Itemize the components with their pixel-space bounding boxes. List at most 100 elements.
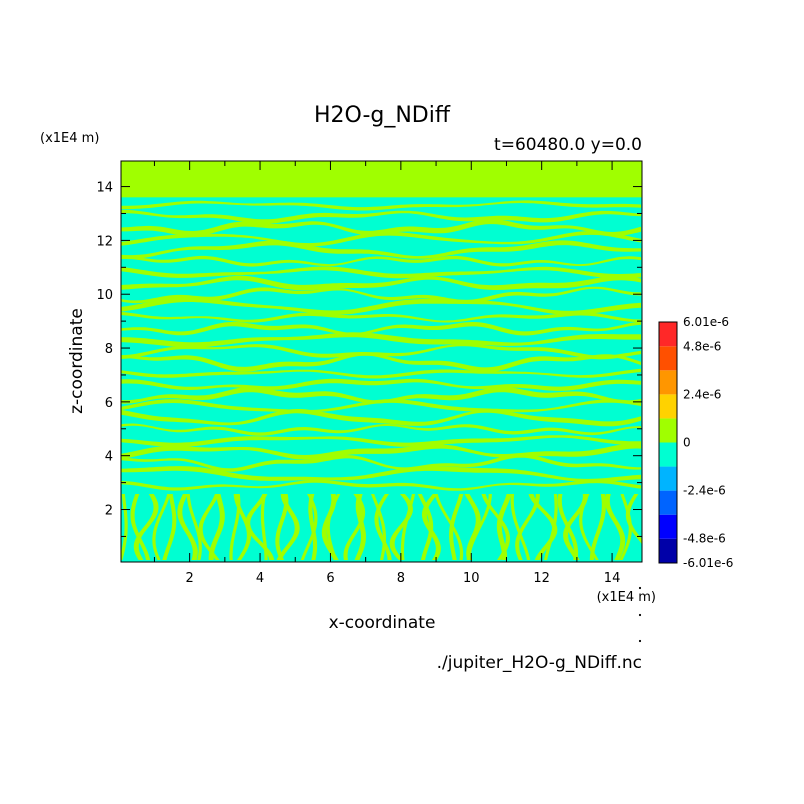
field-stripe (121, 343, 641, 360)
dot (638, 639, 642, 643)
field-stripe (121, 453, 641, 472)
colorbar-label: -2.4e-6 (683, 484, 726, 498)
colorbar-label: -4.8e-6 (683, 532, 726, 546)
colorbar-segment (659, 418, 677, 443)
field-strip (229, 494, 241, 560)
field-strip (130, 494, 151, 560)
field-strip (421, 494, 441, 560)
field-stripe (121, 423, 641, 436)
y-tick-label: 10 (96, 288, 113, 303)
dot (638, 586, 642, 590)
field-strip (208, 494, 225, 560)
field-strip (162, 494, 177, 560)
chart-subtitle: t=60480.0 y=0.0 (494, 135, 642, 155)
colorbar-label: 4.8e-6 (683, 339, 721, 353)
x-tick-label: 8 (397, 571, 405, 586)
chart-title: H2O-g_NDiff (314, 103, 451, 128)
field-stripe (121, 479, 641, 491)
y-tick-label: 8 (105, 342, 113, 357)
colorbar-label: -6.01e-6 (683, 556, 733, 570)
field-strip (308, 494, 318, 560)
dot (638, 613, 642, 617)
colorbar-label: 0 (683, 436, 691, 450)
field-strip (276, 494, 300, 560)
field-strip (389, 494, 413, 560)
field-strip (449, 494, 464, 560)
field-stripe (121, 321, 641, 336)
field-stripe (121, 352, 641, 373)
x-tick-label: 10 (463, 571, 480, 586)
field-strip (177, 494, 198, 560)
field-stripe (121, 386, 641, 404)
colorbar-label: 6.01e-6 (683, 315, 729, 329)
field-stripe (121, 275, 641, 291)
field-strip (464, 494, 481, 560)
y-tick-label: 12 (96, 234, 113, 249)
field-strip (510, 494, 531, 560)
y-tick-label: 14 (96, 181, 113, 196)
field-strip (604, 494, 626, 560)
field-stripe (121, 200, 641, 211)
colorbar-segment (659, 538, 677, 563)
colorbar-segment (659, 394, 677, 419)
x-tick-label: 4 (256, 571, 264, 586)
y-axis: 2 4 6 8 10 12 14 (96, 181, 642, 537)
x-tick-label: 2 (186, 571, 194, 586)
field-strip (321, 494, 339, 560)
field-strip (589, 494, 606, 560)
field-stripe (121, 219, 641, 237)
field-stripe (121, 286, 641, 304)
colorbar-segment (659, 490, 677, 515)
field-strip (434, 494, 464, 560)
y-tick-label: 4 (105, 450, 113, 465)
field-stripe (121, 240, 641, 260)
y-unit-label: (x1E4 m) (40, 131, 99, 146)
colorbar-segment (659, 322, 677, 347)
colorbar: 6.01e-6 4.8e-6 2.4e-6 0 -2.4e-6 -4.8e-6 -6.01e… (658, 315, 733, 570)
y-axis-label: z-coordinate (67, 308, 87, 414)
field-strip (275, 494, 289, 560)
colorbar-segment (659, 514, 677, 539)
field-strip (260, 494, 268, 560)
x-axis: 2 4 6 8 10 12 14 (153, 161, 621, 586)
field-stripe (121, 399, 641, 413)
colorbar-segment (659, 346, 677, 371)
y-tick-label: 2 (105, 504, 113, 519)
field-strip (515, 494, 540, 560)
field-strip (343, 494, 366, 560)
field-strip (400, 494, 416, 560)
field-strip (354, 494, 366, 560)
x-unit-label: (x1E4 m) (597, 590, 656, 605)
field-strip (481, 494, 510, 560)
field-strip (326, 494, 341, 560)
field-strip (133, 494, 159, 560)
x-tick-label: 12 (533, 571, 550, 586)
field-strip (417, 494, 434, 560)
x-tick-label: 6 (326, 571, 334, 586)
field-strip (466, 494, 492, 560)
field-strip (121, 494, 128, 560)
field-stripe (121, 209, 641, 224)
colorbar-segment (659, 442, 677, 467)
field-strip (496, 494, 512, 560)
field-strip (233, 494, 251, 560)
colorbar-label: 2.4e-6 (683, 387, 721, 401)
field-stripe (121, 332, 641, 348)
field-strip (152, 494, 171, 560)
field-strip (374, 494, 392, 560)
plot-frame (120, 160, 643, 563)
x-axis-label: x-coordinate (329, 613, 436, 633)
field-stripe (121, 255, 641, 267)
field-stripe (121, 297, 641, 315)
field-strip (198, 494, 220, 560)
plot-area (120, 160, 643, 563)
field-strip (579, 494, 599, 560)
field-stripe (121, 311, 641, 323)
field-pattern (121, 161, 642, 560)
source-file-label: ./jupiter_H2O-g_NDiff.nc (437, 653, 642, 673)
field-strip (186, 494, 202, 560)
x-tick-label: 14 (604, 571, 621, 586)
colorbar-frame (658, 321, 678, 564)
top-band (121, 161, 642, 198)
